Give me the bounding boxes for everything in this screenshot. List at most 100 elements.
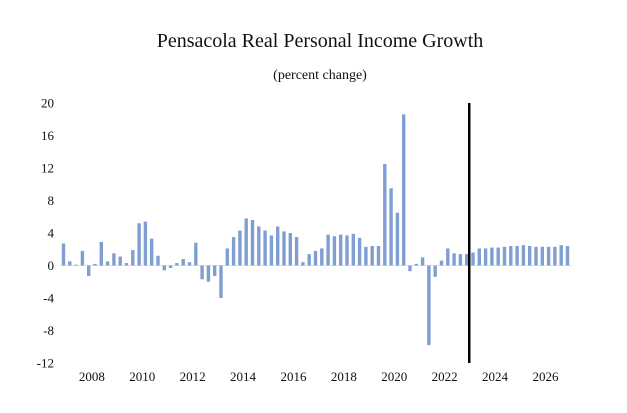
y-axis-tick-labels: 20 16 12 8 4 0 -4 -8 -12 [37,96,55,371]
bar: 2023Q1: 1.4 [458,254,463,266]
bar: 2008Q4: 2.9 [99,241,103,266]
x-tick-label: 2026 [532,369,559,384]
bar: 2019Q2: 2.3 [364,246,368,266]
bar: 2024Q3: 2.2 [496,247,500,266]
bar: 2016Q2: 4 [288,233,292,266]
bar: 2022Q3: 2.1 [446,248,450,266]
y-tick-label: -8 [43,323,54,338]
bar: 2010Q2: 5.2 [137,223,141,266]
y-tick-label: 8 [48,193,55,208]
x-tick-label: 2022 [432,369,458,384]
bar: 2023Q2: 1.4 [465,254,469,266]
bar: 2021Q4: -9.8 [427,265,431,346]
bar: 2009Q1: 0.5 [105,261,110,266]
bar: 2011Q4: 0.3 [175,263,179,266]
bar: 2019Q1: 3.4 [357,237,362,266]
bar: 2017Q1: 1.4 [307,254,311,266]
bar: 2012Q1: 0.8 [181,259,185,266]
bar: 2009Q4: 0.3 [124,263,129,266]
bar: 2010Q4: 3.3 [150,238,154,266]
x-tick-label: 2012 [180,369,206,384]
bar: 2018Q2: 3.8 [339,234,343,266]
bar: 2020Q3: 6.5 [395,212,400,266]
bar: 2019Q4: 2.4 [376,246,381,266]
x-tick-label: 2024 [482,369,509,384]
y-tick-label: 12 [41,161,54,176]
x-tick-label: 2008 [79,369,105,384]
bar: 2021Q3: 1 [420,257,425,266]
bar: 2026Q4: 2.3 [553,246,557,266]
bar: 2020Q4: 18.6 [402,114,406,266]
x-axis-tick-labels: 2008 2010 2012 2014 2016 2018 2020 2022 2024 2026 [79,369,559,384]
bar: 2009Q2: 1.5 [112,253,116,266]
bar: 2017Q3: 2.1 [320,248,324,266]
bar: 2008Q3: 0.2 [93,263,97,266]
bar: 2015Q1: 4.8 [257,226,261,266]
bar: 2007Q4: 0.1 [74,264,78,266]
bar: 2013Q2: -1.3 [213,265,217,277]
y-tick-label: -4 [43,291,54,306]
bar: 2014Q1: 3.5 [231,237,236,266]
bar: 2018Q1: 3.6 [332,236,337,266]
bar: 2012Q2: 0.4 [187,262,192,266]
bar: 2019Q3: 2.4 [370,246,374,266]
y-tick-label: 4 [48,226,55,241]
bar: 2018Q4: 3.9 [351,233,355,266]
bar: 2012Q4: -1.7 [200,265,204,280]
bar: 2024Q1: 2.1 [483,248,488,266]
bar: 2016Q4: 0.4 [301,262,305,266]
bar: 2023Q4: 2.1 [477,248,481,266]
bar: 2011Q2: -0.6 [162,265,166,271]
x-tick-label: 2018 [331,369,357,384]
bar: 2015Q4: 4.8 [276,226,280,266]
bar: 2025Q2: 2.4 [515,246,519,266]
bar: 2013Q4: 2.1 [225,248,229,266]
bar: 2017Q2: 1.8 [313,250,318,266]
x-tick-label: 2016 [280,369,307,384]
bar: 2022Q1: -1.4 [433,265,437,277]
bar: 2018Q3: 3.7 [345,235,349,266]
bar: 2024Q2: 2.2 [490,247,494,266]
bar: 2015Q3: 3.7 [269,235,274,266]
bar: 2011Q1: 1.2 [156,255,160,266]
y-tick-label: 20 [41,96,54,111]
chart-subtitle: (percent change) [273,68,367,83]
bar: 2010Q3: 5.4 [143,221,148,266]
bar: 2026Q2: 2.3 [540,246,544,266]
bar: 2020Q1: 12.5 [383,163,387,266]
x-tick-label: 2014 [230,369,257,384]
bar: 2009Q3: 1.1 [118,256,122,266]
bar: 2025Q3: 2.5 [521,245,526,266]
bar: 2017Q4: 3.8 [326,234,330,266]
chart-title: Pensacola Real Personal Income Growth [157,30,484,52]
bar: 2021Q2: 0.2 [414,263,418,266]
x-tick-label: 2020 [381,369,407,384]
bar: 2014Q3: 5.8 [244,218,248,266]
bar-series: 2007Q2: 2.72007Q3: 0.52007Q4: 0.12008Q1:… [61,114,570,346]
bar: 2027Q1: 2.5 [559,245,563,266]
bar: 2007Q2: 2.7 [61,243,66,266]
bar: 2012Q3: 2.8 [194,242,198,266]
x-tick-label: 2010 [129,369,155,384]
bar: 2022Q2: 0.6 [439,260,444,266]
bar: 2008Q2: -1.3 [87,265,91,277]
bar: 2016Q3: 3.5 [294,237,299,266]
bar: 2011Q3: -0.3 [168,265,173,268]
bar: 2014Q2: 4.3 [238,230,242,266]
y-tick-label: 0 [48,258,55,273]
bar: 2021Q1: -0.7 [408,265,412,272]
bar: 2016Q1: 4.2 [282,231,286,266]
y-tick-label: -12 [37,356,54,371]
bar: 2024Q4: 2.3 [502,246,507,266]
bar: 2007Q3: 0.5 [68,261,72,266]
bar: 2026Q3: 2.3 [546,246,551,266]
bar: 2014Q4: 5.6 [250,220,255,266]
bar: 2025Q4: 2.4 [528,246,532,266]
bar: 2008Q1: 1.8 [80,250,85,266]
bar: 2010Q1: 1.9 [131,250,135,266]
bar: 2013Q3: -4 [219,265,223,298]
bar: 2013Q1: -2 [206,265,211,282]
bar: 2015Q2: 4.3 [263,230,267,266]
bar: 2025Q1: 2.4 [509,246,513,266]
